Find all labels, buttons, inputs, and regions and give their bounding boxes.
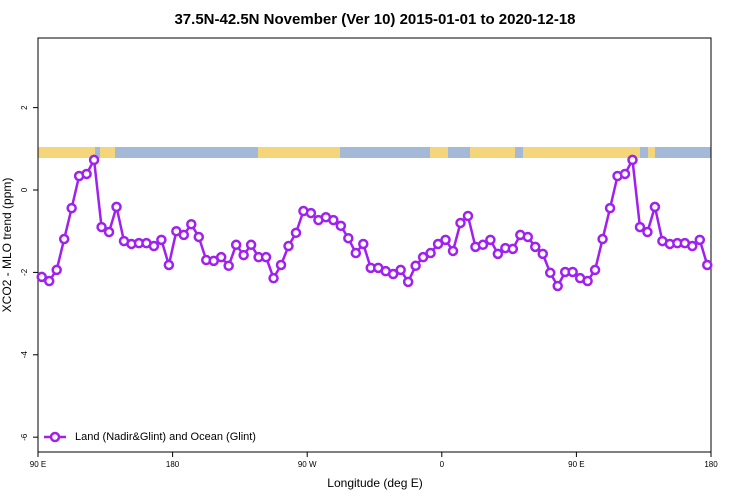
legend: Land (Nadir&Glint) and Ocean (Glint) bbox=[44, 431, 256, 443]
data-point bbox=[604, 202, 616, 214]
legend-label: Land (Nadir&Glint) and Ocean (Glint) bbox=[75, 431, 256, 443]
data-point bbox=[410, 260, 421, 272]
data-point bbox=[649, 201, 661, 213]
x-axis-label: Longitude (deg E) bbox=[327, 476, 422, 490]
y-tick-label: 2 bbox=[20, 105, 29, 110]
data-point bbox=[417, 251, 429, 263]
data-point bbox=[537, 248, 548, 260]
data-point bbox=[96, 221, 107, 233]
data-point bbox=[223, 260, 234, 272]
data-point bbox=[440, 234, 451, 246]
data-point bbox=[111, 201, 122, 213]
y-axis-label: XCO2 - MLO trend (ppm) bbox=[0, 178, 14, 313]
data-point bbox=[358, 238, 369, 250]
data-point bbox=[447, 245, 459, 257]
data-point bbox=[260, 251, 272, 263]
data-point bbox=[530, 241, 541, 253]
data-point bbox=[283, 240, 294, 252]
data-point bbox=[350, 247, 362, 259]
x-tick-label: 180 bbox=[166, 460, 180, 469]
data-point bbox=[193, 231, 205, 243]
data-point bbox=[148, 240, 160, 252]
data-point bbox=[477, 239, 489, 251]
data-point bbox=[544, 267, 556, 279]
data-point bbox=[66, 202, 77, 214]
data-point bbox=[186, 218, 197, 230]
data-point bbox=[455, 217, 466, 229]
data-point bbox=[305, 207, 317, 219]
data-point bbox=[395, 264, 406, 276]
data-point bbox=[522, 231, 534, 243]
data-point bbox=[43, 275, 55, 287]
data-point bbox=[230, 239, 242, 251]
data-point bbox=[156, 234, 167, 246]
data-point bbox=[36, 271, 47, 283]
data-point bbox=[589, 264, 601, 276]
data-point bbox=[215, 251, 227, 263]
data-point bbox=[425, 247, 436, 259]
data-point bbox=[492, 248, 504, 260]
data-point bbox=[702, 259, 713, 271]
data-point bbox=[245, 239, 257, 251]
data-point bbox=[597, 233, 608, 245]
data-point bbox=[432, 238, 444, 250]
data-point bbox=[51, 264, 62, 276]
data-point bbox=[335, 220, 347, 232]
data-point bbox=[567, 266, 578, 278]
chart-title: 37.5N-42.5N November (Ver 10) 2015-01-01… bbox=[174, 11, 575, 28]
data-point bbox=[402, 276, 414, 288]
data-point bbox=[507, 243, 519, 255]
data-point bbox=[642, 226, 653, 238]
data-point bbox=[103, 226, 115, 238]
map-strip bbox=[38, 147, 711, 158]
data-point bbox=[163, 259, 175, 271]
x-tick-label: 0 bbox=[440, 460, 445, 469]
data-point bbox=[552, 280, 563, 292]
data-point bbox=[634, 221, 646, 233]
x-tick-label: 90 E bbox=[568, 460, 584, 469]
data-point bbox=[290, 227, 302, 239]
x-tick-label: 90 E bbox=[30, 460, 46, 469]
data-point bbox=[687, 240, 698, 252]
data-point bbox=[694, 234, 706, 246]
data-point bbox=[238, 249, 249, 261]
data-point bbox=[275, 259, 287, 271]
data-point bbox=[582, 275, 593, 287]
data-point bbox=[328, 214, 339, 226]
data-point bbox=[343, 232, 354, 244]
data-point bbox=[178, 229, 190, 241]
y-tick-label: -4 bbox=[20, 351, 29, 359]
data-point bbox=[619, 168, 631, 180]
y-tick-label: -6 bbox=[20, 433, 29, 441]
plot-frame bbox=[37, 37, 712, 453]
y-tick-label: 0 bbox=[20, 187, 29, 192]
data-point bbox=[58, 233, 70, 245]
data-point bbox=[81, 168, 92, 180]
data-point bbox=[88, 154, 100, 166]
data-point bbox=[627, 154, 638, 166]
data-point bbox=[268, 272, 279, 284]
x-tick-label: 180 bbox=[704, 460, 718, 469]
data-point bbox=[462, 210, 474, 222]
data-point bbox=[485, 234, 496, 246]
data-point bbox=[387, 268, 399, 280]
y-tick-label: -2 bbox=[20, 268, 29, 276]
legend-marker bbox=[49, 431, 61, 443]
x-tick-label: 90 W bbox=[298, 460, 317, 469]
